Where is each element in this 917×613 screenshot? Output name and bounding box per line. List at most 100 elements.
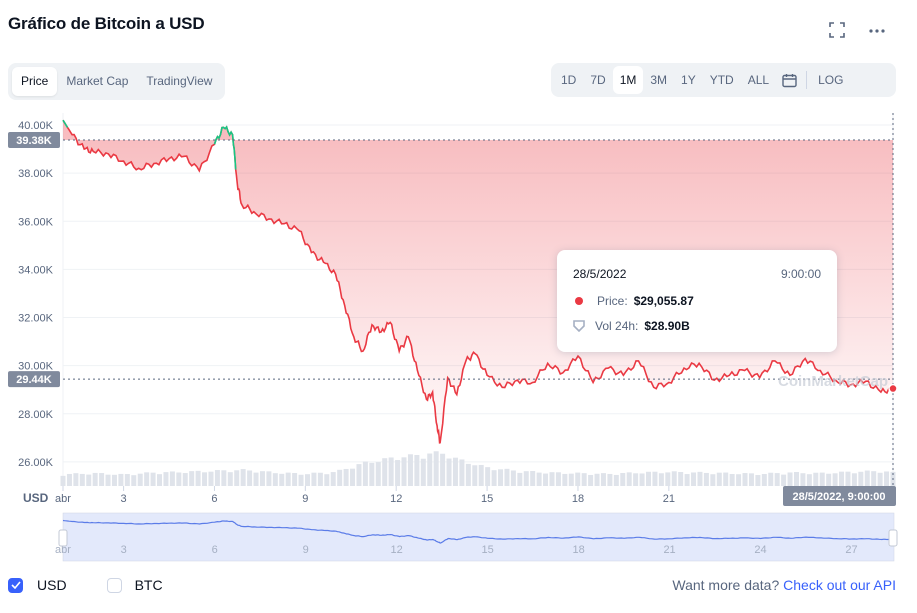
more-data-text: Want more data? Check out our API xyxy=(672,577,896,593)
volume-bar xyxy=(819,472,825,486)
range-selector: 1D 7D 1M 3M 1Y YTD ALL LOG xyxy=(551,63,896,97)
volume-bar xyxy=(324,474,330,486)
volume-bar xyxy=(285,472,291,486)
watermark: CoinMarketCap xyxy=(778,373,888,390)
x-tick-label: 9 xyxy=(302,493,308,505)
volume-bar xyxy=(105,474,111,486)
volume-bar xyxy=(832,473,838,486)
navigator-handle-right[interactable] xyxy=(888,529,898,547)
volume-bar xyxy=(433,451,439,486)
volume-bar xyxy=(446,458,452,486)
volume-bar xyxy=(703,472,709,486)
volume-bar xyxy=(658,473,664,486)
volume-bar xyxy=(581,473,587,486)
tab-market-cap[interactable]: Market Cap xyxy=(66,74,129,88)
volume-bar xyxy=(144,472,150,486)
check-icon xyxy=(10,581,21,589)
open-price-label: 39.38K xyxy=(16,135,52,147)
range-ytd[interactable]: YTD xyxy=(709,73,734,87)
price-chart[interactable]: 26.00K 28.00K 30.00K 32.00K 34.00K 36.00K 38.0… xyxy=(0,108,917,568)
volume-bar xyxy=(478,464,484,486)
tooltip-price-row: Price: $29,055.87 xyxy=(573,294,694,308)
volume-bar xyxy=(131,475,137,486)
range-3m[interactable]: 3M xyxy=(650,73,668,87)
volume-bar xyxy=(491,470,497,486)
volume-bar xyxy=(600,473,606,486)
range-1y[interactable]: 1Y xyxy=(681,73,696,87)
tab-price[interactable]: Price xyxy=(12,67,58,96)
chart-tooltip: 28/5/2022 9:00:00 Price: $29,055.87 Vol … xyxy=(557,250,837,352)
volume-bar xyxy=(787,472,793,486)
volume-bar xyxy=(517,472,523,486)
volume-bar xyxy=(748,473,754,486)
more-horizontal-icon[interactable] xyxy=(868,22,888,42)
volume-bar xyxy=(388,457,394,486)
x-axis: abr 3 6 9 12 15 18 21 xyxy=(55,486,675,505)
volume-bar xyxy=(543,473,549,486)
y-tick-label: 28.00K xyxy=(18,409,54,421)
volume-bar xyxy=(407,454,413,486)
volume-bar xyxy=(845,471,851,486)
volume-bar xyxy=(202,472,208,486)
tab-tradingview[interactable]: TradingView xyxy=(146,74,213,88)
y-tick-label: 36.00K xyxy=(18,216,54,228)
x-tick-label: 6 xyxy=(211,493,217,505)
navigator-handle-left[interactable] xyxy=(58,529,68,547)
volume-bars xyxy=(60,451,896,486)
volume-bar xyxy=(118,473,124,486)
volume-bar xyxy=(292,472,298,486)
y-tick-label: 40.00K xyxy=(18,120,54,132)
volume-bar xyxy=(498,469,504,486)
volume-bar xyxy=(176,472,182,486)
volume-bar xyxy=(452,457,458,486)
volume-bar xyxy=(401,457,407,486)
chart-footer: USD BTC Want more data? Check out our AP… xyxy=(8,574,896,596)
volume-bar xyxy=(420,458,426,486)
y-tick-label: 30.00K xyxy=(18,361,54,373)
page-title: Gráfico de Bitcoin a USD xyxy=(8,14,205,33)
volume-bar xyxy=(375,462,381,486)
volume-bar xyxy=(440,453,446,486)
currency-label: USD xyxy=(23,491,49,505)
volume-bar xyxy=(356,464,362,486)
volume-bar xyxy=(337,469,343,486)
volume-bar xyxy=(362,461,368,486)
usd-checkbox[interactable] xyxy=(8,577,23,593)
btc-checkbox[interactable] xyxy=(106,577,122,593)
volume-bar xyxy=(678,471,684,486)
navigator-tick-label: 21 xyxy=(663,544,675,556)
range-7d[interactable]: 7D xyxy=(590,73,606,87)
open-price-badge: 39.38K xyxy=(8,131,60,148)
volume-bar xyxy=(221,470,227,486)
volume-bar xyxy=(800,473,806,486)
range-all[interactable]: ALL xyxy=(747,73,770,87)
volume-bar xyxy=(620,473,626,486)
x-tick-label: 3 xyxy=(121,493,127,505)
range-1d[interactable]: 1D xyxy=(561,73,577,87)
x-tick-label: abr xyxy=(55,493,71,505)
y-tick-label: 32.00K xyxy=(18,313,54,325)
api-link[interactable]: Check out our API xyxy=(783,577,896,593)
volume-bar xyxy=(485,467,491,486)
log-toggle[interactable]: LOG xyxy=(818,73,844,87)
volume-bar xyxy=(549,472,555,486)
volume-bar xyxy=(330,472,336,486)
volume-bar xyxy=(73,473,79,486)
volume-bar xyxy=(79,473,85,486)
navigator[interactable]: abr 3 6 9 12 15 18 21 24 27 xyxy=(55,512,898,562)
volume-bar xyxy=(382,458,388,486)
crosshair-date-badge: 28/5/2022, 9:00:00 xyxy=(783,486,896,506)
x-tick-label: 15 xyxy=(481,493,493,505)
volume-bar xyxy=(234,470,240,486)
volume-bar xyxy=(92,472,98,486)
volume-bar xyxy=(311,472,317,486)
volume-bar xyxy=(858,471,864,486)
volume-bar xyxy=(414,455,420,486)
fullscreen-icon[interactable] xyxy=(829,22,849,42)
calendar-icon[interactable] xyxy=(776,66,802,94)
navigator-line xyxy=(62,519,895,544)
range-1m[interactable]: 1M xyxy=(612,66,644,94)
navigator-tick-label: 27 xyxy=(845,544,857,556)
tooltip-volume-label: Vol 24h: xyxy=(595,319,639,333)
volume-bar xyxy=(163,472,169,486)
